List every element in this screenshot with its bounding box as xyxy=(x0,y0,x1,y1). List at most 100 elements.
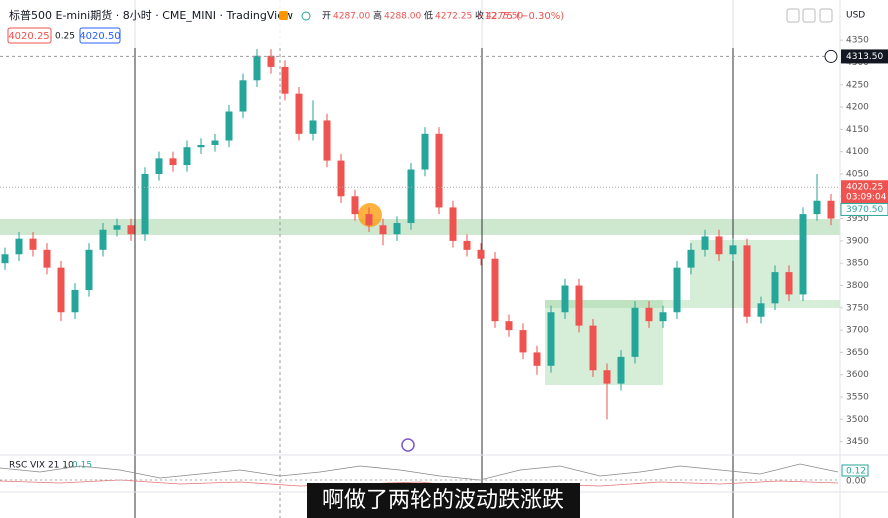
candle-body xyxy=(155,158,163,174)
subtitle: 啊做了两轮的波动跌涨跌 xyxy=(322,488,564,513)
candle-body xyxy=(547,312,555,366)
candle-body xyxy=(337,160,345,197)
candle-body xyxy=(575,285,583,326)
spread: 0.25 xyxy=(55,32,75,42)
replay-icon[interactable] xyxy=(401,438,415,452)
candle-body xyxy=(631,307,639,357)
candle-body xyxy=(183,147,191,166)
candle-body xyxy=(351,196,359,215)
candle-body xyxy=(435,133,443,208)
candle-body xyxy=(533,352,541,366)
add-button[interactable] xyxy=(824,49,838,63)
ohlc-value: 4287.00 xyxy=(333,12,370,22)
ohlc-value: 4272.25 xyxy=(435,12,472,22)
indicator-tag-text: 0.12 xyxy=(846,467,866,477)
button[interactable] xyxy=(802,8,816,23)
candle-body xyxy=(253,55,261,81)
candle-body xyxy=(827,200,835,219)
candle-body xyxy=(603,370,611,384)
price-tag xyxy=(841,49,888,64)
y-tick-label: 4100 xyxy=(846,147,869,157)
candle-body xyxy=(29,238,37,250)
y-tick-label: 3750 xyxy=(846,303,869,313)
indicator-value: 0.15 xyxy=(72,461,92,471)
candle-body xyxy=(379,225,387,235)
countdown: 03:09:04 xyxy=(846,193,887,203)
y-tick-label: 3650 xyxy=(846,348,869,358)
candle-body xyxy=(225,111,233,141)
y-tick-label: 3450 xyxy=(846,437,869,447)
candle-body xyxy=(323,120,331,161)
candle-body xyxy=(771,272,779,304)
bid-box xyxy=(7,27,52,44)
candle-body xyxy=(673,267,681,313)
ohlc-label: 高 xyxy=(373,10,382,22)
y-tick-label: 4200 xyxy=(846,103,869,113)
candle-body xyxy=(309,120,317,134)
candle-body xyxy=(267,55,275,67)
price-tag xyxy=(840,202,888,216)
candle-body xyxy=(15,238,23,255)
candle-body xyxy=(365,214,373,226)
candle-body xyxy=(113,225,121,230)
candle-body xyxy=(519,330,527,353)
candle-body xyxy=(491,258,499,322)
candle-body xyxy=(57,267,65,313)
candle-body xyxy=(169,158,177,166)
y-tick-label: 3500 xyxy=(846,415,869,425)
candle-body xyxy=(799,214,807,295)
y-tick-label: 4350 xyxy=(846,36,869,46)
indicator-zero: 0.00 xyxy=(846,477,866,487)
candle-body xyxy=(393,223,401,235)
candle-body xyxy=(295,93,303,134)
ohlc-label: 开 xyxy=(322,11,331,22)
ask-box xyxy=(79,27,121,44)
candle-body xyxy=(449,207,457,241)
zone xyxy=(0,219,840,235)
change: −12.75 (−0.30%) xyxy=(476,11,564,22)
candle-body xyxy=(85,249,93,290)
zone xyxy=(545,300,840,308)
y-tick-label: 4150 xyxy=(846,125,869,135)
candle-body xyxy=(1,254,9,264)
bid: 4020.25 xyxy=(8,31,49,42)
candle-body xyxy=(617,356,625,384)
candle-body xyxy=(505,321,513,331)
candle-body xyxy=(141,173,149,235)
candle-body xyxy=(687,249,695,268)
status-icon xyxy=(301,11,311,21)
candle-body xyxy=(785,272,793,295)
y-tick-label: 3550 xyxy=(846,393,869,403)
candle-body xyxy=(239,80,247,112)
ohlc-label: 收 xyxy=(475,10,484,22)
candle-body xyxy=(407,169,415,224)
ohlc-value: 4288.00 xyxy=(384,12,421,22)
y-tick-label: 4250 xyxy=(846,80,869,90)
candle-body xyxy=(743,245,751,317)
price-axis: 3450 3500 3550 3600 3650 3700 3750 3800 3850 3900… xyxy=(840,36,869,447)
candle-body xyxy=(477,249,485,259)
header-bg xyxy=(0,0,840,48)
candle-body xyxy=(757,303,765,317)
candle-body xyxy=(715,236,723,255)
indicator-line xyxy=(0,463,839,481)
symbol-title: 标普500 E-mini期货 · 8小时 · CME_MINI · Tradin… xyxy=(9,8,293,22)
candle-body xyxy=(813,200,821,215)
price-tag xyxy=(841,180,888,205)
last-price: 4020.25 xyxy=(846,183,883,193)
ohlc-value: 4275.50 xyxy=(486,12,523,22)
button[interactable] xyxy=(786,8,800,23)
other-price: 3970.50 xyxy=(846,205,883,215)
candle-body xyxy=(701,236,709,250)
candle-body xyxy=(645,307,653,322)
y-tick-label: 3800 xyxy=(846,281,869,291)
y-tick-label: 3950 xyxy=(846,214,869,224)
candle-body xyxy=(211,140,219,145)
y-tick-label: 4050 xyxy=(846,169,869,179)
candle-body xyxy=(561,285,569,313)
button[interactable] xyxy=(819,8,833,23)
ohlc-row: 开 4287.00 高 4288.00 低 4272.25 收 4275.50 xyxy=(322,10,523,22)
indicator-tag xyxy=(841,464,869,477)
